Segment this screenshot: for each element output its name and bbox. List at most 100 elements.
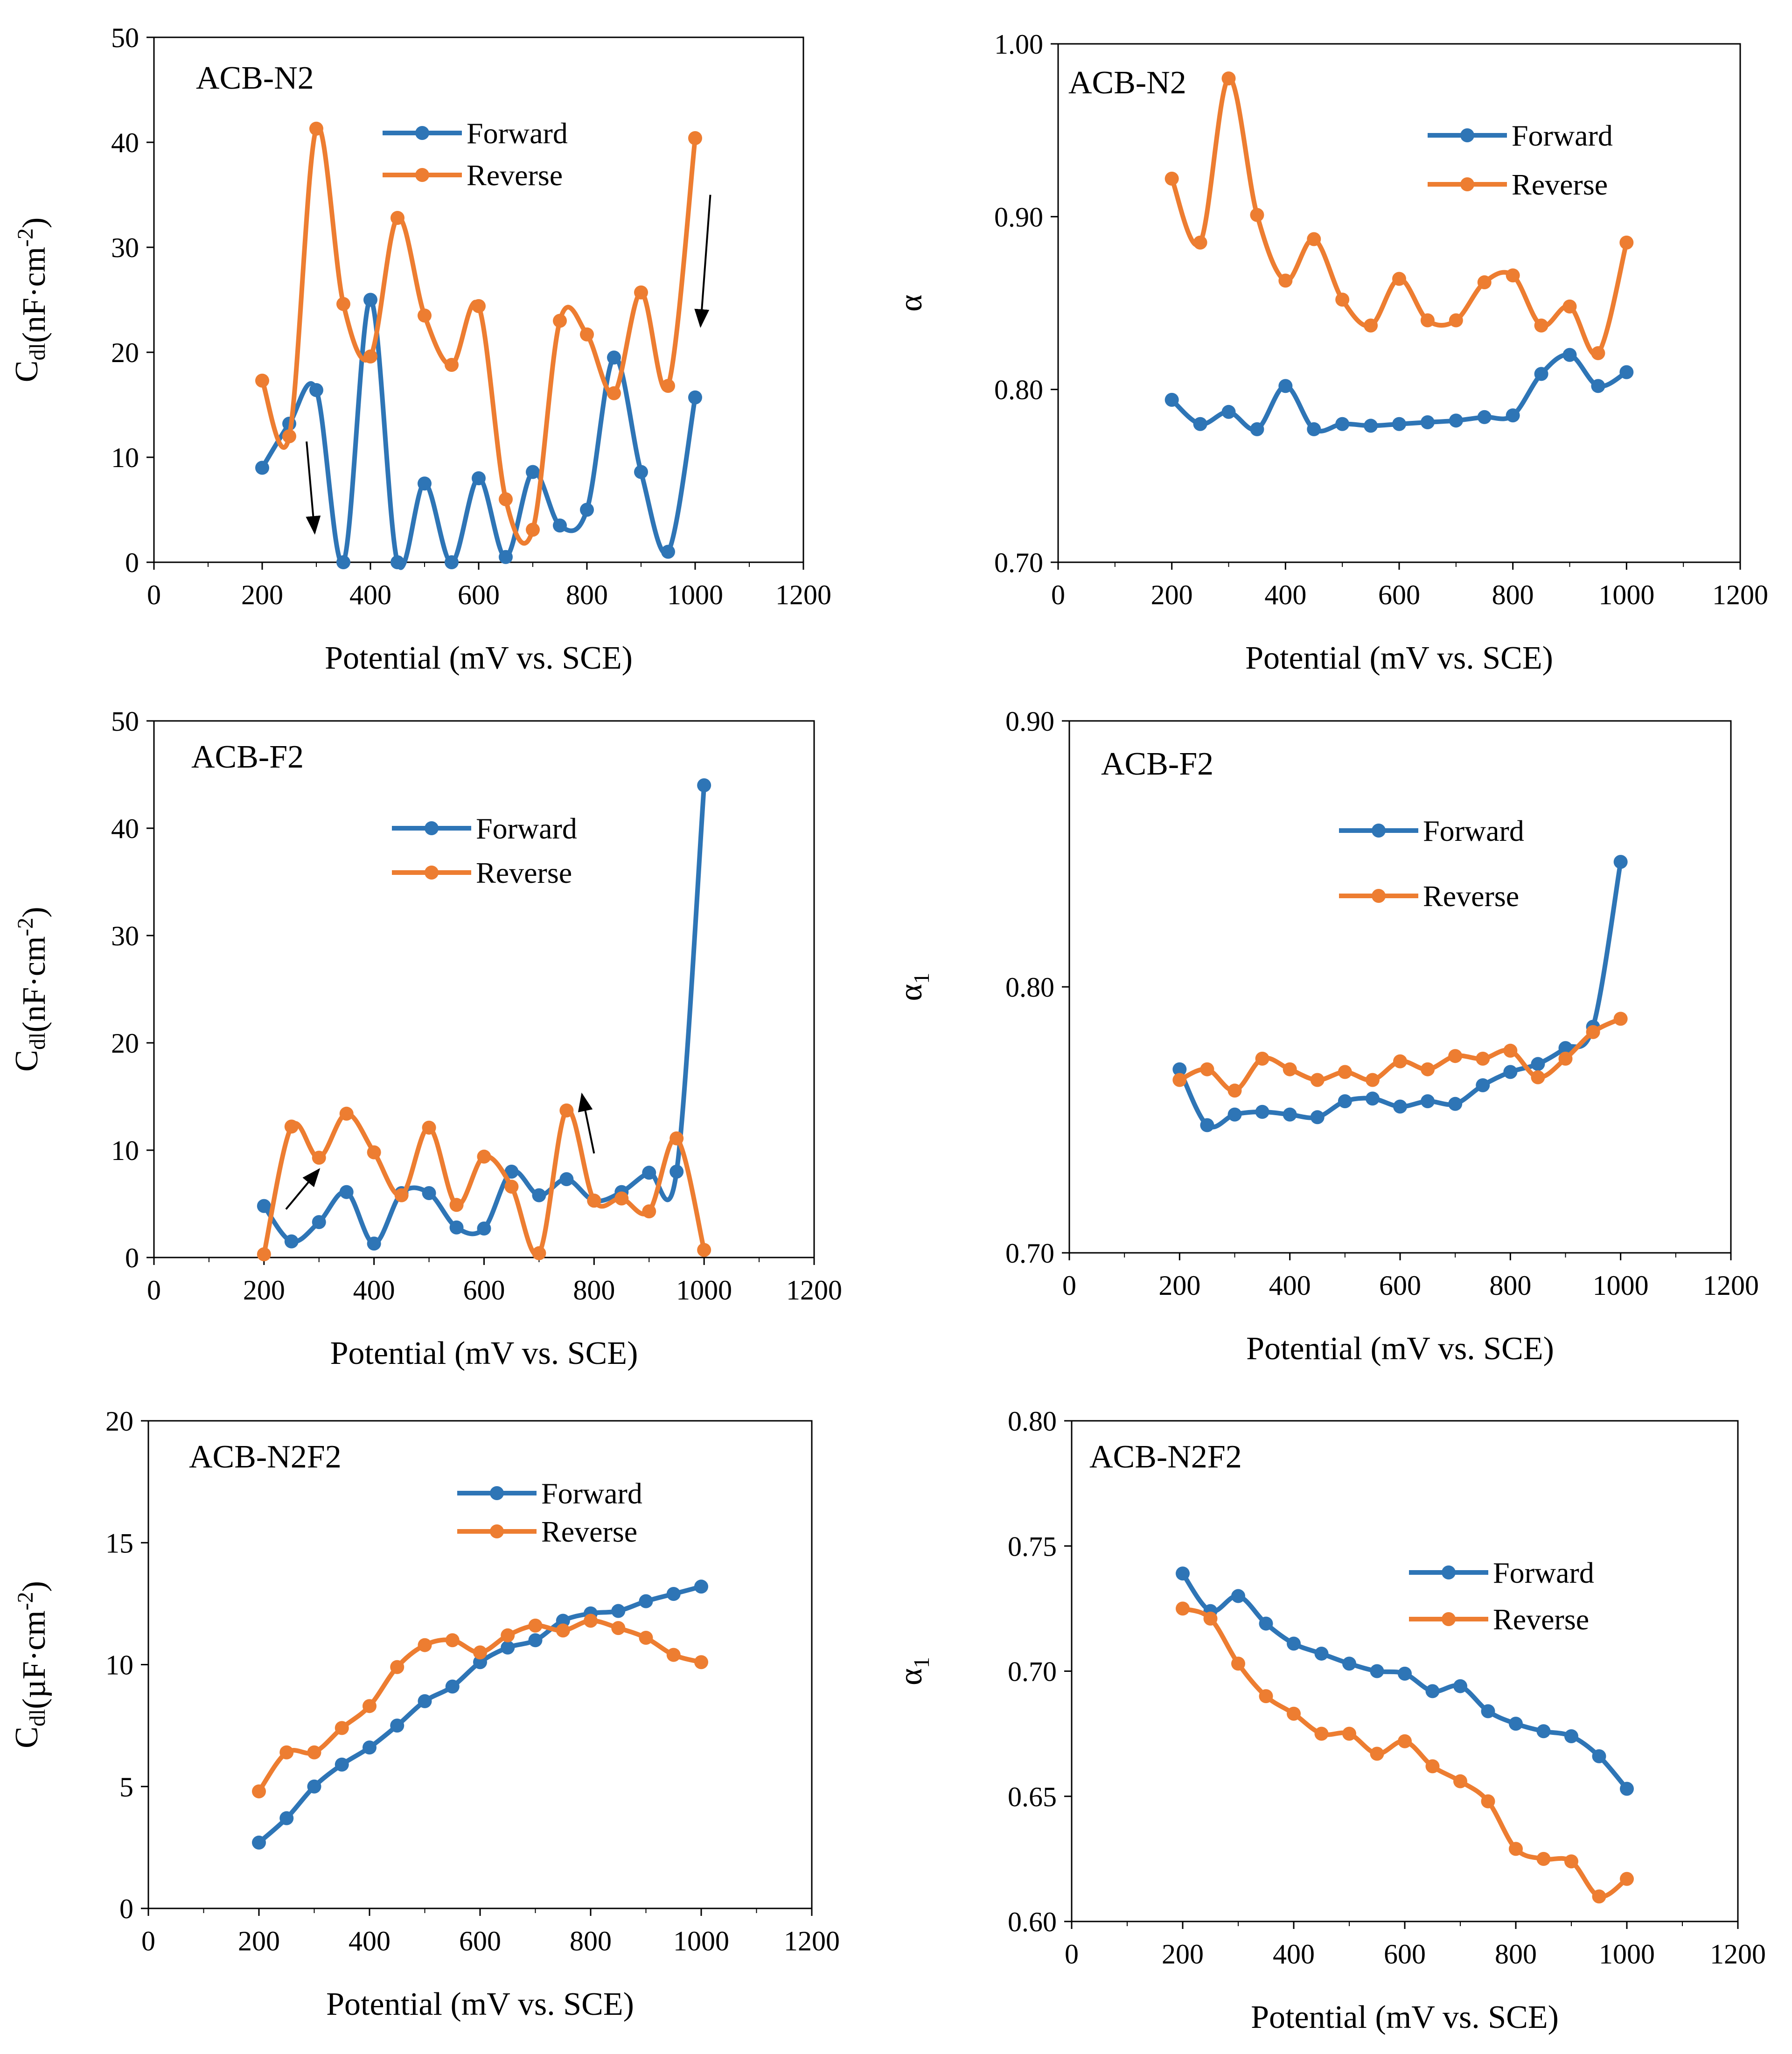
data-point: [367, 1237, 381, 1251]
x-tick-label: 400: [349, 580, 391, 610]
data-point: [499, 550, 513, 564]
y-tick-label: 0.70: [994, 547, 1043, 578]
legend: Forward Reverse: [457, 1477, 642, 1548]
legend-label: Forward: [1493, 1556, 1594, 1589]
data-point: [559, 1172, 574, 1187]
legend-label: Forward: [476, 812, 577, 845]
data-point: [1420, 313, 1435, 328]
data-point: [526, 523, 540, 537]
series-reverse: [252, 1614, 708, 1799]
data-point: [504, 1180, 519, 1194]
x-tick-label: 0: [141, 1926, 155, 1956]
data-point: [642, 1166, 656, 1180]
data-point: [1613, 855, 1628, 869]
data-point: [1200, 1118, 1214, 1132]
y-axis-title-sup: -2: [13, 918, 38, 936]
data-point: [1342, 1726, 1356, 1741]
legend-swatch-marker: [425, 821, 439, 835]
x-tick-label: 400: [353, 1275, 395, 1306]
data-point: [688, 131, 702, 145]
y-tick-label: 30: [111, 232, 139, 263]
data-point: [1534, 318, 1548, 333]
x-tick-label: 200: [1158, 1270, 1200, 1301]
data-point: [1421, 1094, 1435, 1109]
data-point: [526, 465, 540, 479]
y-axis-title-unit: (µF·cm: [16, 1610, 52, 1709]
data-point: [445, 555, 459, 569]
data-point: [335, 1757, 349, 1772]
x-tick-label: 800: [1489, 1270, 1531, 1301]
x-tick-label: 600: [1384, 1939, 1426, 1970]
x-axis-title: Potential (mV vs. SCE): [1251, 1999, 1559, 2035]
data-point: [580, 327, 594, 342]
legend-swatch-marker: [425, 866, 439, 880]
data-point: [1200, 1062, 1214, 1076]
x-tick-label: 0: [147, 1275, 161, 1306]
series-line: [257, 1584, 704, 1845]
data-point: [367, 1145, 381, 1160]
data-point: [1221, 71, 1236, 86]
series-forward: [255, 293, 702, 570]
y-axis-title-main: C: [9, 1726, 45, 1748]
data-point: [445, 358, 459, 372]
data-point: [390, 211, 404, 225]
data-point: [472, 299, 486, 313]
plot-frame: [153, 720, 815, 1258]
data-point: [339, 1106, 354, 1121]
data-point: [1335, 417, 1350, 431]
series-line: [261, 783, 707, 1246]
x-tick-label: 1200: [1703, 1270, 1759, 1301]
data-point: [1283, 1107, 1297, 1122]
data-point: [1564, 1729, 1578, 1743]
data-point: [528, 1618, 543, 1633]
data-point: [1531, 1070, 1545, 1084]
data-point: [669, 1165, 684, 1179]
x-tick-label: 200: [1151, 580, 1193, 610]
data-point: [339, 1185, 354, 1199]
legend: Forward Reverse: [1339, 814, 1524, 913]
y-axis-title: Cdl(nF·cm-2): [9, 907, 52, 1071]
y-tick-label: 0.80: [994, 375, 1043, 405]
data-point: [556, 1623, 570, 1638]
data-point: [284, 1119, 299, 1134]
data-point: [1534, 367, 1548, 381]
data-point: [1392, 272, 1406, 286]
legend-swatch-marker: [415, 126, 429, 140]
data-point: [282, 429, 296, 443]
data-point: [580, 503, 594, 517]
annotation-arrow: [694, 195, 711, 328]
panel-title: ACB-N2: [1068, 65, 1186, 101]
data-point: [1364, 318, 1378, 333]
series-forward: [1176, 1566, 1634, 1796]
legend-swatch-marker: [490, 1524, 504, 1538]
data-point: [255, 373, 269, 388]
panel-title: ACB-N2F2: [189, 1439, 342, 1475]
data-point: [1307, 232, 1321, 246]
data-point: [1536, 1851, 1551, 1866]
chart-n2-cdl: 0 200 400 600 800 1000 1200 0 10 20 30 40 50 Potentia…: [9, 22, 831, 676]
x-tick-label: 800: [570, 1926, 612, 1956]
data-point: [1307, 422, 1321, 436]
x-tick-label: 200: [238, 1926, 280, 1956]
data-point: [661, 379, 675, 393]
data-point: [390, 1719, 404, 1733]
data-point: [336, 297, 350, 311]
data-point: [1250, 422, 1264, 436]
data-point: [1176, 1601, 1190, 1616]
y-tick-label: 20: [111, 337, 139, 368]
data-point: [449, 1220, 464, 1235]
data-point: [1176, 1566, 1190, 1581]
data-point: [445, 1679, 460, 1694]
legend-swatch-marker: [415, 168, 429, 182]
x-axis-title: Potential (mV vs. SCE): [326, 1986, 634, 2022]
series-reverse: [257, 1103, 711, 1262]
y-tick-label: 20: [111, 1028, 139, 1059]
panel-title: ACB-N2F2: [1089, 1439, 1242, 1475]
panel-title: ACB-F2: [1101, 746, 1213, 782]
y-tick-label: 0.70: [1005, 1238, 1054, 1269]
data-point: [1503, 1043, 1518, 1058]
x-tick-label: 400: [1264, 580, 1306, 610]
data-point: [1620, 1872, 1634, 1886]
data-point: [697, 1243, 711, 1257]
legend-label: Reverse: [467, 159, 563, 192]
